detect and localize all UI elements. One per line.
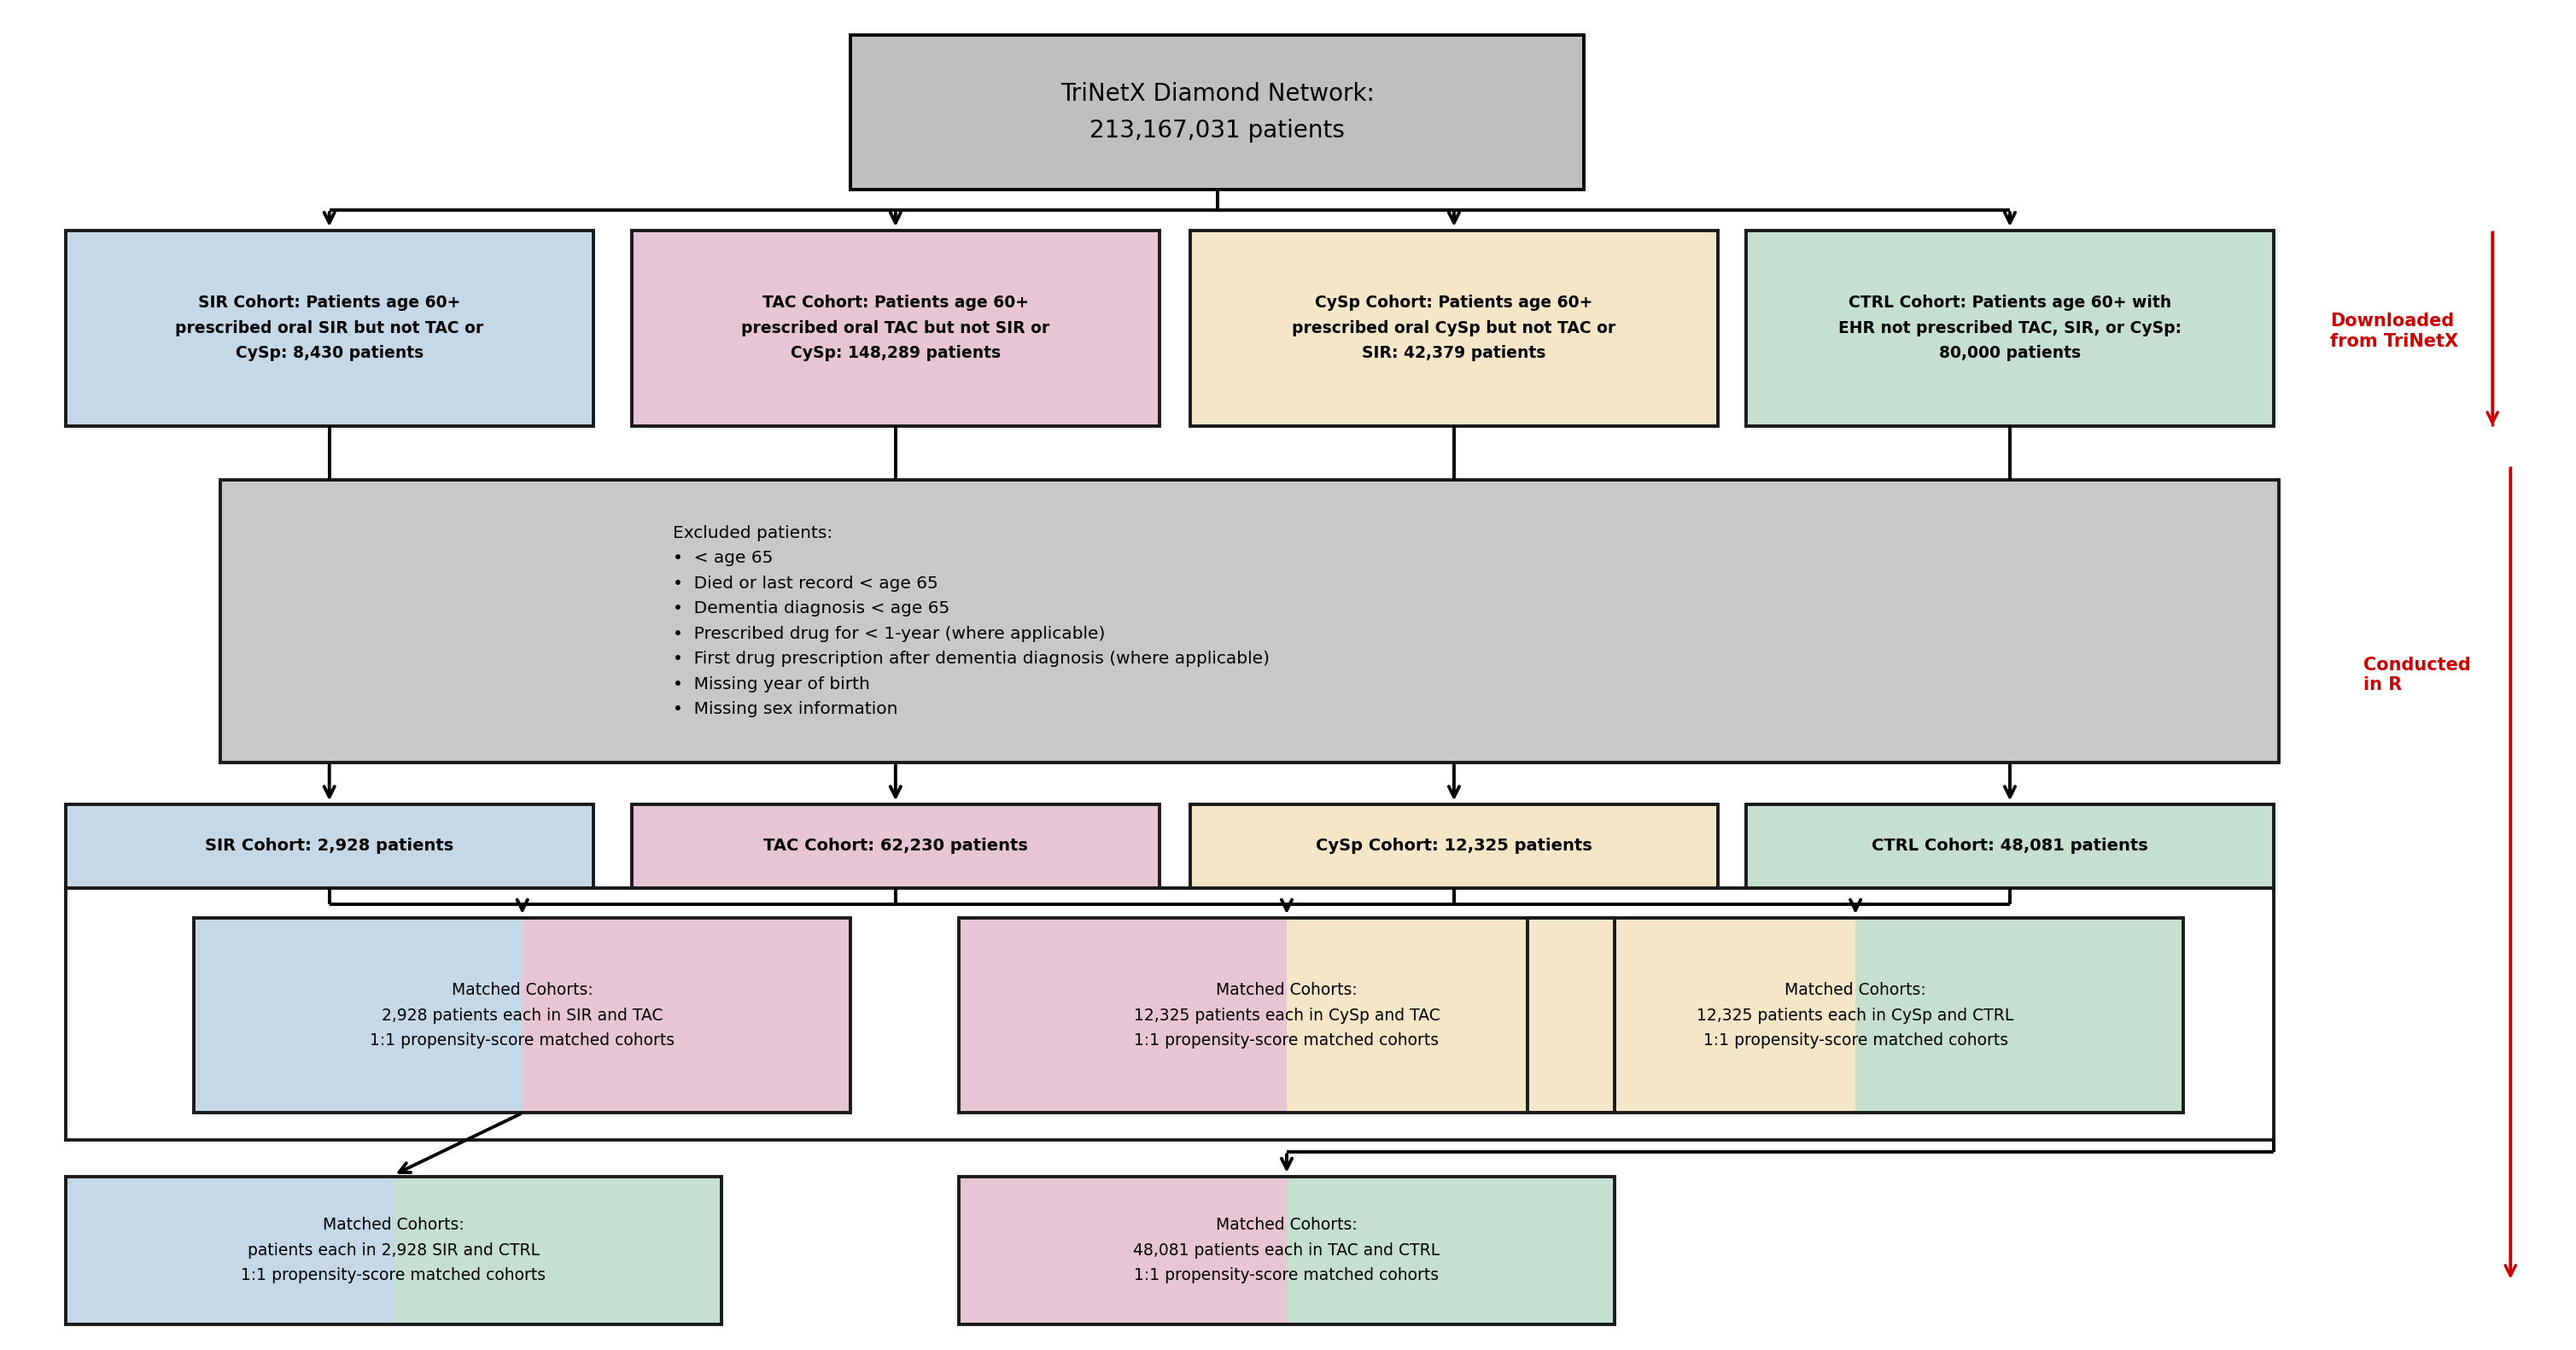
Text: Matched Cohorts:
2,928 patients each in SIR and TAC
1:1 propensity-score matched: Matched Cohorts: 2,928 patients each in … [371,981,675,1049]
Text: Conducted
in R: Conducted in R [2365,656,2470,694]
Bar [64,1176,394,1324]
Bar [1190,805,1718,888]
Bar [958,918,1615,1112]
Text: SIR Cohort: Patients age 60+
prescribed oral SIR but not TAC or
CySp: 8,430 pati: SIR Cohort: Patients age 60+ prescribed … [175,294,484,362]
Text: Excluded patients:
•  < age 65
•  Died or last record < age 65
•  Dementia diagn: Excluded patients: • < age 65 • Died or … [672,525,1270,717]
Bar [1288,1176,1615,1324]
Bar [64,1176,721,1324]
Bar [1528,918,1855,1112]
Bar [1528,918,2184,1112]
Bar [64,805,592,888]
Text: TAC Cohort: Patients age 60+
prescribed oral TAC but not SIR or
CySp: 148,289 pa: TAC Cohort: Patients age 60+ prescribed … [742,294,1051,362]
Bar [850,35,1584,190]
Bar [64,231,592,425]
Bar [1747,231,2275,425]
Text: TriNetX Diamond Network:
213,167,031 patients: TriNetX Diamond Network: 213,167,031 pat… [1061,82,1373,143]
Text: TAC Cohort: 62,230 patients: TAC Cohort: 62,230 patients [762,838,1028,855]
Bar [631,805,1159,888]
Bar [193,918,850,1112]
Bar [394,1176,721,1324]
Text: CySp Cohort: 12,325 patients: CySp Cohort: 12,325 patients [1316,838,1592,855]
Text: Matched Cohorts:
patients each in 2,928 SIR and CTRL
1:1 propensity-score matche: Matched Cohorts: patients each in 2,928 … [242,1218,546,1284]
Bar [631,231,1159,425]
Bar [1190,231,1718,425]
Text: Matched Cohorts:
12,325 patients each in CySp and TAC
1:1 propensity-score match: Matched Cohorts: 12,325 patients each in… [1133,981,1440,1049]
Text: SIR Cohort: 2,928 patients: SIR Cohort: 2,928 patients [206,838,453,855]
Text: CTRL Cohort: Patients age 60+ with
EHR not prescribed TAC, SIR, or CySp:
80,000 : CTRL Cohort: Patients age 60+ with EHR n… [1839,294,2182,362]
Text: Matched Cohorts:
48,081 patients each in TAC and CTRL
1:1 propensity-score match: Matched Cohorts: 48,081 patients each in… [1133,1218,1440,1284]
Text: Downloaded
from TriNetX: Downloaded from TriNetX [2331,313,2458,350]
Bar [219,479,2280,763]
Text: Matched Cohorts:
12,325 patients each in CySp and CTRL
1:1 propensity-score matc: Matched Cohorts: 12,325 patients each in… [1698,981,2014,1049]
Bar [64,888,2275,1139]
Bar [193,918,523,1112]
Bar [958,1176,1288,1324]
Bar [1855,918,2184,1112]
Bar [1288,918,1615,1112]
Bar [958,1176,1615,1324]
Bar [1747,805,2275,888]
Bar [958,918,1288,1112]
Bar [523,918,850,1112]
Text: CTRL Cohort: 48,081 patients: CTRL Cohort: 48,081 patients [1873,838,2148,855]
Text: CySp Cohort: Patients age 60+
prescribed oral CySp but not TAC or
SIR: 42,379 pa: CySp Cohort: Patients age 60+ prescribed… [1293,294,1615,362]
